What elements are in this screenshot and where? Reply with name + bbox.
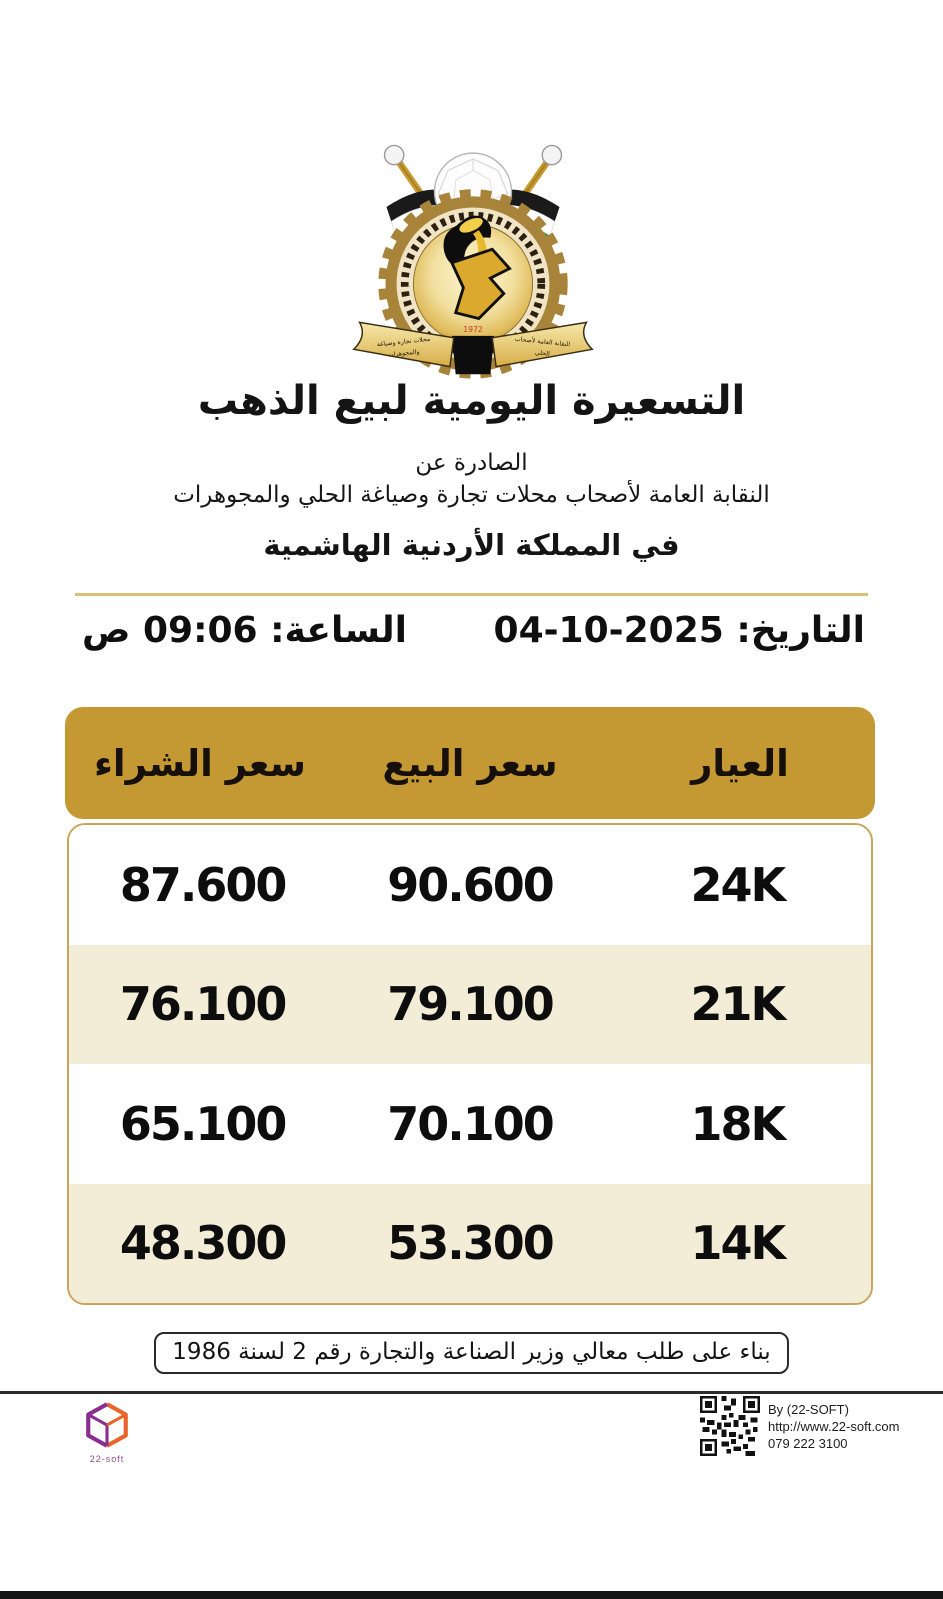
- time-field: الساعة: 09:06 ص: [82, 610, 408, 651]
- qr-code: [700, 1396, 760, 1456]
- price-table-body: 24K 90.600 87.600 21K 79.100 76.100 18K …: [67, 823, 873, 1305]
- time-value: 09:06: [142, 610, 259, 651]
- ribbon-left-wing: [352, 321, 455, 368]
- syndicate-emblem-graphic: 1972 النقابة العامة لأصحاب الحلي محلات ت…: [352, 144, 594, 379]
- credits-text: By (22-SOFT) http://www.22-soft.com 079 …: [768, 1396, 900, 1453]
- table-row: 21K 79.100 76.100: [69, 944, 871, 1064]
- sell-price-cell: 53.300: [387, 1216, 555, 1271]
- karat-cell: 24K: [690, 857, 787, 912]
- date-value: 04-10-2025: [493, 610, 725, 651]
- brand-text: 22-soft: [89, 1454, 125, 1464]
- credits-block: By (22-SOFT) http://www.22-soft.com 079 …: [700, 1396, 900, 1456]
- time-label: الساعة:: [270, 610, 408, 651]
- credit-line-2: http://www.22-soft.com: [768, 1418, 900, 1434]
- established-year: 1972: [463, 325, 483, 334]
- soft22-logo: 22-soft: [72, 1400, 142, 1464]
- column-header-buy-price: سعر الشراء: [93, 741, 307, 785]
- page-title: التسعيرة اليومية لبيع الذهب: [197, 378, 746, 424]
- ribbon-center: [451, 335, 495, 375]
- table-row: 24K 90.600 87.600: [69, 825, 871, 945]
- date-label: التاريخ:: [736, 610, 866, 651]
- footer-divider: [0, 1391, 943, 1394]
- column-header-karat: العيار: [691, 741, 790, 785]
- syndicate-emblem: 1972 النقابة العامة لأصحاب الحلي محلات ت…: [325, 132, 621, 382]
- buy-price-cell: 65.100: [119, 1096, 288, 1151]
- gold-divider: [75, 593, 868, 596]
- sell-price-cell: 90.600: [387, 857, 555, 912]
- syndicate-name-line: النقابة العامة لأصحاب محلات تجارة وصياغة…: [173, 482, 770, 508]
- credit-line-3: 079 222 3100: [768, 1435, 848, 1451]
- karat-cell: 18K: [690, 1096, 787, 1151]
- date-field: التاريخ: 04-10-2025: [493, 610, 866, 651]
- jordan-map-icon: [449, 247, 512, 321]
- table-row: 18K 70.100 65.100: [69, 1064, 871, 1184]
- ribbon-right-text-2: الحلي: [535, 349, 551, 358]
- issued-by-line: الصادرة عن: [415, 450, 528, 476]
- crucible-pour-icon: [443, 215, 492, 269]
- cube-logo-icon: [86, 1402, 128, 1448]
- karat-cell: 14K: [690, 1216, 787, 1271]
- sell-price-cell: 70.100: [387, 1096, 555, 1151]
- buy-price-cell: 76.100: [119, 977, 288, 1032]
- column-header-sell-price: سعر البيع: [382, 741, 558, 785]
- date-time-row: التاريخ: 04-10-2025 الساعة: 09:06 ص: [82, 610, 866, 651]
- footnote-box: بناء على طلب معالي وزير الصناعة والتجارة…: [154, 1332, 789, 1374]
- credit-line-1: By (22-SOFT): [768, 1402, 849, 1417]
- time-suffix: ص: [82, 610, 131, 651]
- ribbon-left-text-2: والمجوهرات: [387, 348, 419, 358]
- footnote-wrap: بناء على طلب معالي وزير الصناعة والتجارة…: [0, 1332, 943, 1374]
- karat-cell: 21K: [690, 977, 787, 1032]
- ribbon-right-wing: [491, 321, 594, 368]
- table-row: 14K 53.300 48.300: [69, 1183, 871, 1303]
- buy-price-cell: 87.600: [119, 857, 288, 912]
- bottom-strip: [0, 1591, 943, 1599]
- qr-code-icon: [700, 1396, 760, 1456]
- table-header-row: العيار سعر البيع سعر الشراء: [65, 707, 875, 819]
- sell-price-cell: 79.100: [387, 977, 555, 1032]
- buy-price-cell: 48.300: [119, 1216, 288, 1271]
- country-line: في المملكة الأردنية الهاشمية: [263, 528, 680, 562]
